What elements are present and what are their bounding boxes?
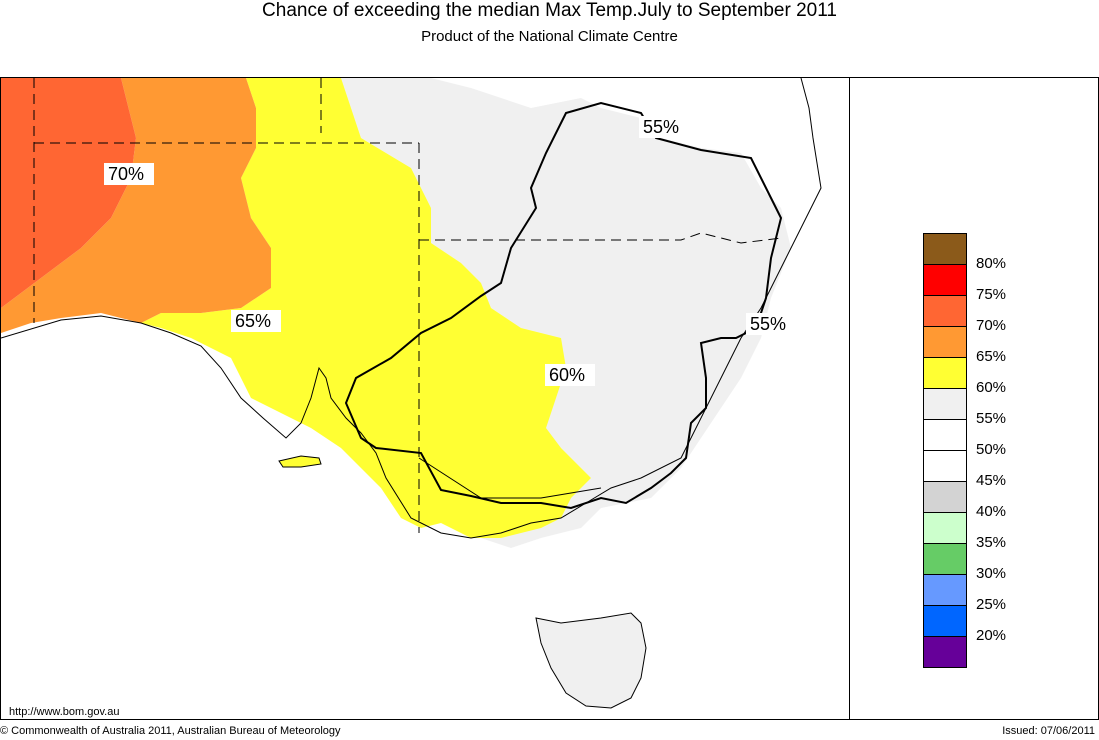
legend-swatch: [924, 265, 966, 296]
kangaroo-island: [278, 455, 322, 468]
legend-panel: 80% 75% 70% 65% 60% 55% 50% 45% 40% 35% 30% 25% 20%: [849, 77, 1099, 720]
legend-label: 25%: [976, 596, 1007, 613]
legend-label: 75%: [976, 286, 1007, 303]
region-grey-55: [341, 78, 791, 548]
svg-text:70%: 70%: [108, 164, 144, 184]
legend-label: 50%: [976, 441, 1007, 458]
legend-label: 55%: [976, 410, 1007, 427]
legend-swatch: [924, 358, 966, 389]
basin-boundary: [344, 101, 783, 510]
legend-swatch: [924, 513, 966, 544]
svg-text:55%: 55%: [643, 117, 679, 137]
issued-date: Issued: 07/06/2011: [1002, 725, 1095, 737]
legend-swatch: [924, 296, 966, 327]
region-orange-65: [1, 78, 271, 333]
svg-text:60%: 60%: [549, 365, 585, 385]
contour-label-55-north: 55%: [639, 116, 689, 138]
legend-swatch: [924, 420, 966, 451]
region-55-60: [1, 78, 849, 719]
map-url-label: http://www.bom.gov.au: [7, 706, 122, 718]
legend-swatch: [924, 451, 966, 482]
legend-label: 60%: [976, 379, 1007, 396]
legend-label: 35%: [976, 534, 1007, 551]
contour-label-60: 60%: [545, 364, 595, 386]
map-panel: 70% 65% 60% 55% 55% http://www.bom.gov.a…: [0, 77, 850, 720]
legend-label: 30%: [976, 565, 1007, 582]
legend-label: 65%: [976, 348, 1007, 365]
contour-label-65: 65%: [231, 310, 281, 332]
legend-label: 45%: [976, 472, 1007, 489]
legend-swatch: [924, 575, 966, 606]
state-border-qld: [419, 232, 782, 244]
tasmania: [535, 612, 647, 709]
map-subtitle: Product of the National Climate Centre: [421, 28, 678, 45]
region-yellow-60: [141, 78, 591, 538]
map-title: Chance of exceeding the median Max Temp.…: [262, 0, 837, 21]
legend-label: 80%: [976, 255, 1007, 272]
legend-label: 70%: [976, 317, 1007, 334]
copyright-text: © Commonwealth of Australia 2011, Austra…: [0, 725, 341, 737]
state-border-nsw-vic: [418, 457, 602, 499]
legend-swatch: [924, 389, 966, 420]
svg-text:55%: 55%: [750, 314, 786, 334]
legend-swatch: [924, 637, 966, 668]
legend-swatch: [924, 234, 966, 265]
legend-swatch: [924, 482, 966, 513]
region-darkorange-70: [1, 78, 136, 308]
legend-swatch: [924, 606, 966, 637]
legend-label: 40%: [976, 503, 1007, 520]
contour-label-55-east: 55%: [746, 313, 796, 335]
legend-swatch: [924, 327, 966, 358]
legend-label: 20%: [976, 627, 1007, 644]
contour-label-70: 70%: [104, 163, 154, 185]
svg-text:65%: 65%: [235, 311, 271, 331]
legend-swatch: [924, 544, 966, 575]
legend-swatch-column: [923, 233, 967, 668]
australia-map: 70% 65% 60% 55% 55%: [1, 78, 849, 719]
